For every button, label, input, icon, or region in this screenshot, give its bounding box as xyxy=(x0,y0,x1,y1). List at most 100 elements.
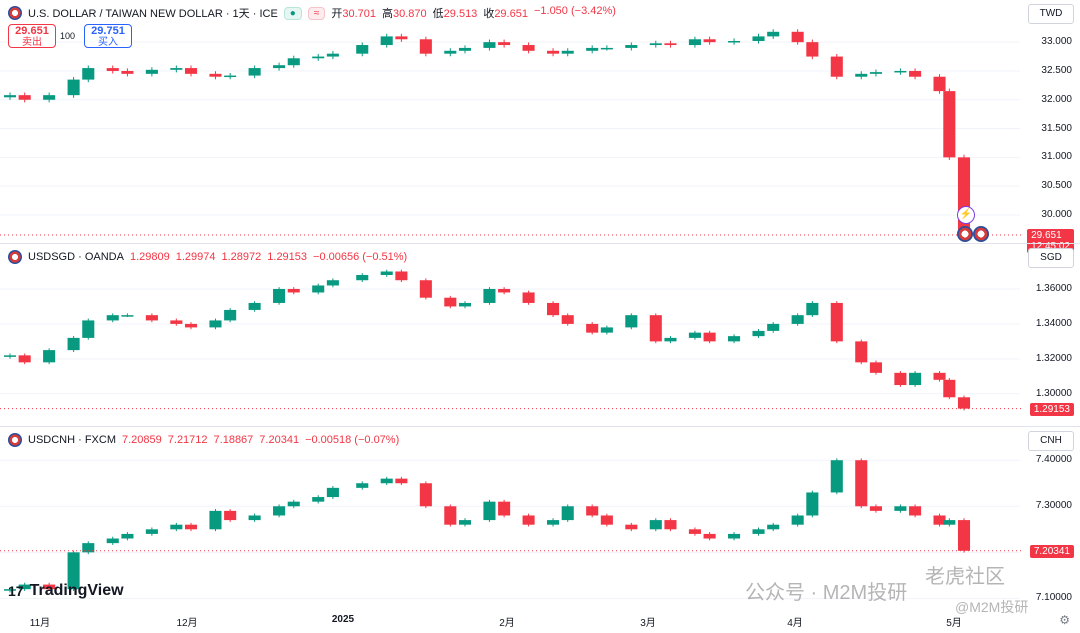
candle-body[interactable] xyxy=(224,75,237,78)
candle-body[interactable] xyxy=(483,288,496,303)
candle-body[interactable] xyxy=(483,501,496,521)
candle-body[interactable] xyxy=(287,501,300,507)
candle-body[interactable] xyxy=(498,501,511,516)
candle-body[interactable] xyxy=(767,524,780,530)
candle-body[interactable] xyxy=(547,520,560,525)
pane-separator[interactable] xyxy=(0,243,1080,244)
candle-body[interactable] xyxy=(67,79,80,96)
candle-body[interactable] xyxy=(869,362,882,373)
candle-body[interactable] xyxy=(43,95,56,100)
candle-body[interactable] xyxy=(649,520,662,530)
candle-body[interactable] xyxy=(688,39,701,46)
lightning-event-icon[interactable]: ⚡ xyxy=(957,206,975,224)
candle-body[interactable] xyxy=(287,288,300,293)
candle-body[interactable] xyxy=(121,315,134,317)
candle-body[interactable] xyxy=(600,515,613,525)
candle-body[interactable] xyxy=(145,69,158,74)
candle-body[interactable] xyxy=(184,68,198,74)
candle-body[interactable] xyxy=(106,538,119,544)
candle-body[interactable] xyxy=(830,56,843,77)
candle-body[interactable] xyxy=(18,95,31,100)
candle-body[interactable] xyxy=(419,280,432,298)
candle-body[interactable] xyxy=(664,337,677,342)
candle-body[interactable] xyxy=(458,47,472,51)
candle-body[interactable] xyxy=(395,478,408,484)
candle-body[interactable] xyxy=(894,506,907,511)
candle-body[interactable] xyxy=(943,91,956,158)
candle-body[interactable] xyxy=(380,271,393,275)
candle-body[interactable] xyxy=(767,323,780,331)
candle-body[interactable] xyxy=(395,36,408,40)
candle-body[interactable] xyxy=(273,506,286,516)
candle-body[interactable] xyxy=(791,515,804,525)
candle-body[interactable] xyxy=(703,533,716,539)
candle-body[interactable] xyxy=(184,524,198,530)
candle-body[interactable] xyxy=(703,39,716,43)
candle-body[interactable] xyxy=(444,50,457,54)
candle-body[interactable] xyxy=(933,76,946,92)
candle-body[interactable] xyxy=(3,95,17,98)
candle-body[interactable] xyxy=(855,460,868,507)
candle-body[interactable] xyxy=(273,65,286,69)
candle-body[interactable] xyxy=(3,355,17,357)
candle-body[interactable] xyxy=(561,315,574,324)
candle-body[interactable] xyxy=(600,47,613,50)
candle-body[interactable] xyxy=(170,68,183,70)
candle-body[interactable] xyxy=(688,529,701,534)
candle-body[interactable] xyxy=(209,510,222,530)
candle-body[interactable] xyxy=(830,460,843,493)
candle-body[interactable] xyxy=(522,515,535,525)
candle-body[interactable] xyxy=(586,506,599,516)
candle-body[interactable] xyxy=(649,43,662,46)
candle-body[interactable] xyxy=(248,68,261,76)
candle-body[interactable] xyxy=(248,515,261,521)
candle-body[interactable] xyxy=(3,589,17,591)
candle-body[interactable] xyxy=(312,56,325,59)
candle-body[interactable] xyxy=(909,372,922,386)
candle-body[interactable] xyxy=(791,315,804,324)
candle-body[interactable] xyxy=(869,72,882,74)
candle-body[interactable] xyxy=(82,68,95,80)
candle-body[interactable] xyxy=(18,584,31,590)
candle-body[interactable] xyxy=(209,73,222,77)
candle-body[interactable] xyxy=(184,323,198,328)
candle-body[interactable] xyxy=(326,280,339,286)
candle-body[interactable] xyxy=(458,520,472,525)
candle-body[interactable] xyxy=(145,529,158,534)
currency-selector[interactable]: TWD xyxy=(1028,4,1074,24)
candle-body[interactable] xyxy=(625,45,638,48)
candle-body[interactable] xyxy=(326,487,339,498)
candle-body[interactable] xyxy=(248,302,261,310)
candle-body[interactable] xyxy=(806,492,819,516)
candle-body[interactable] xyxy=(458,302,472,307)
candle-body[interactable] xyxy=(894,70,907,73)
candle-body[interactable] xyxy=(869,506,882,511)
candle-body[interactable] xyxy=(752,36,765,42)
candle-body[interactable] xyxy=(943,379,956,398)
candle-body[interactable] xyxy=(561,506,574,521)
candle-body[interactable] xyxy=(312,285,325,293)
candle-body[interactable] xyxy=(395,271,408,281)
us-event-flag-icon-2[interactable] xyxy=(973,226,989,242)
candle-body[interactable] xyxy=(909,506,922,516)
pane-separator[interactable] xyxy=(0,426,1080,427)
symbol-title[interactable]: U.S. DOLLAR / TAIWAN NEW DOLLAR · 1天 · I… xyxy=(28,8,278,20)
candle-body[interactable] xyxy=(664,520,677,530)
candle-body[interactable] xyxy=(380,478,393,484)
candle-body[interactable] xyxy=(273,288,286,303)
candle-body[interactable] xyxy=(830,302,843,342)
candle-body[interactable] xyxy=(767,31,780,37)
candle-body[interactable] xyxy=(356,274,369,281)
candle-body[interactable] xyxy=(82,320,95,338)
gear-icon[interactable]: ⚙ xyxy=(1059,613,1070,627)
candle-body[interactable] xyxy=(444,506,457,525)
candle-body[interactable] xyxy=(522,292,535,303)
candle-body[interactable] xyxy=(703,332,716,342)
candle-body[interactable] xyxy=(498,42,511,46)
candle-body[interactable] xyxy=(586,323,599,333)
candle-body[interactable] xyxy=(43,350,56,363)
candle-body[interactable] xyxy=(561,50,574,54)
candle-body[interactable] xyxy=(170,524,183,530)
candle-body[interactable] xyxy=(586,47,599,51)
candle-body[interactable] xyxy=(356,483,369,488)
